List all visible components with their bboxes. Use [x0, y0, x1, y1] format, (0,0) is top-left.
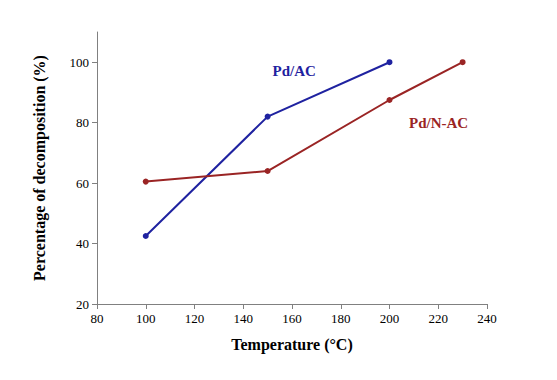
- svg-text:80: 80: [76, 115, 89, 130]
- svg-text:Percentage of decomposition (%: Percentage of decomposition (%): [31, 55, 49, 281]
- svg-text:Temperature (°C): Temperature (°C): [231, 336, 352, 354]
- svg-text:20: 20: [76, 297, 89, 312]
- svg-text:240: 240: [477, 311, 497, 326]
- svg-text:Pd/AC: Pd/AC: [273, 63, 316, 79]
- svg-text:140: 140: [234, 311, 254, 326]
- svg-text:80: 80: [91, 311, 104, 326]
- svg-text:100: 100: [70, 55, 90, 70]
- svg-text:60: 60: [76, 176, 89, 191]
- svg-text:200: 200: [380, 311, 400, 326]
- svg-text:120: 120: [185, 311, 205, 326]
- svg-text:180: 180: [331, 311, 351, 326]
- svg-text:Pd/N-AC: Pd/N-AC: [409, 115, 468, 131]
- svg-text:220: 220: [429, 311, 449, 326]
- svg-text:40: 40: [76, 236, 89, 251]
- svg-text:160: 160: [282, 311, 302, 326]
- svg-text:100: 100: [136, 311, 156, 326]
